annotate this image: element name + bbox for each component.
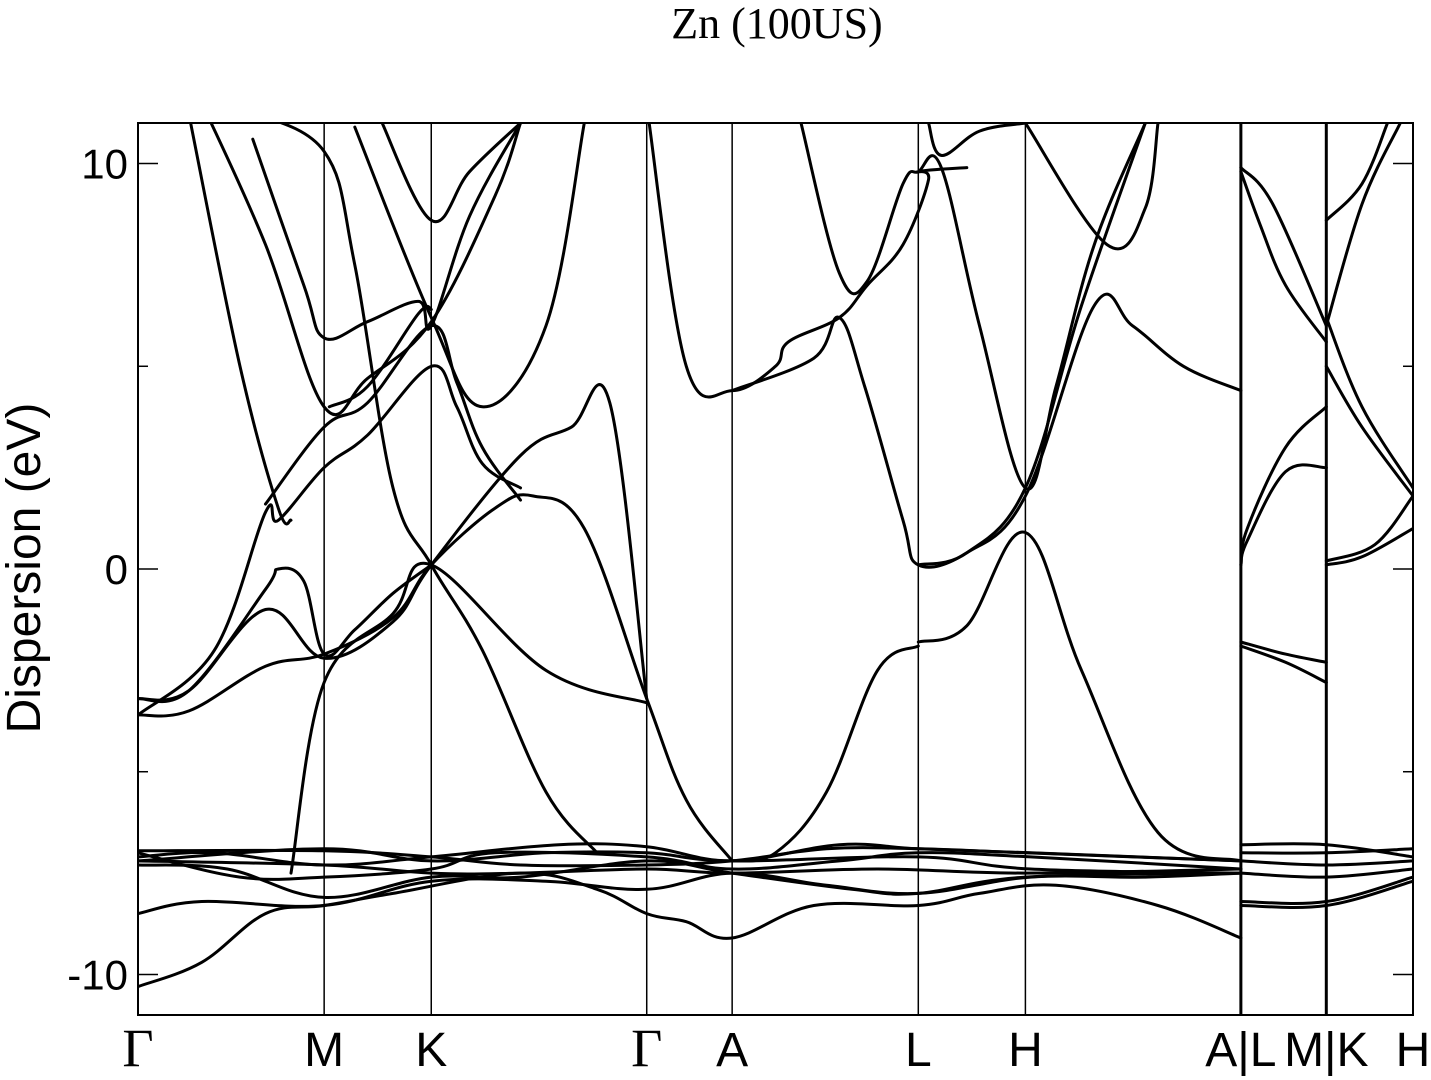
band-line-21 [647, 123, 969, 399]
y-axis-label: Dispersion (eV) [0, 403, 51, 734]
band-line-19 [189, 123, 293, 526]
kpoint-label: M|K [1284, 1024, 1368, 1077]
band-line-10 [138, 563, 433, 704]
band-line-44 [1239, 875, 1413, 905]
kpoint-label: Γ [122, 1018, 153, 1078]
kpoint-label: Γ [631, 1018, 662, 1078]
band-line-36 [1324, 494, 1413, 563]
band-line-35 [1324, 527, 1413, 567]
band-line-4 [138, 850, 1243, 881]
band-line-20 [353, 123, 586, 409]
band-line-45 [1239, 879, 1413, 909]
band-line-18 [380, 123, 522, 224]
band-line-7 [138, 859, 1243, 876]
band-line-43 [1239, 867, 1413, 879]
band-line-8 [138, 493, 734, 863]
band-line-25 [730, 644, 920, 863]
kpoint-label: H [1396, 1024, 1431, 1077]
band-line-14 [327, 304, 433, 409]
y-tick-label: 10 [81, 141, 128, 188]
plot-frame [137, 122, 1414, 1016]
kpoint-label: M [304, 1024, 344, 1077]
band-line-34 [1239, 644, 1328, 684]
band-line-30 [1239, 463, 1328, 567]
band-line-39 [1324, 123, 1389, 222]
band-line-31 [1239, 170, 1328, 344]
band-line-22 [730, 292, 1243, 569]
band-line-11 [289, 561, 649, 875]
band-line-17 [277, 123, 599, 855]
band-line-24 [916, 530, 1243, 863]
y-tick-label: -10 [67, 951, 128, 998]
band-line-33 [1239, 640, 1328, 664]
band-line-42 [1239, 859, 1413, 867]
band-line-0 [138, 871, 1243, 989]
band-line-23 [799, 123, 1147, 491]
band-line-38 [1324, 316, 1413, 490]
band-line-32 [1239, 166, 1328, 328]
band-line-40 [1324, 123, 1402, 328]
band-line-16 [209, 123, 522, 417]
band-line-3 [138, 847, 1243, 875]
band-line-15 [251, 123, 522, 341]
kpoint-label: L [905, 1024, 932, 1077]
chart-title: Zn (100US) [671, 0, 882, 48]
kpoint-label: H [1008, 1024, 1043, 1077]
band-line-37 [1324, 364, 1413, 498]
band-line-46 [1239, 842, 1413, 859]
band-line-29 [1239, 405, 1328, 567]
bands-group [138, 123, 1413, 989]
band-line-12 [138, 364, 522, 717]
kpoint-label: A|L [1205, 1024, 1276, 1077]
band-line-2 [138, 859, 1243, 899]
band-line-27 [1023, 123, 1160, 251]
plot-area: -10 0 10 Γ M K Γ A L H A|L M|K H [67, 122, 1431, 1078]
band-line-41 [1239, 847, 1413, 855]
kpoint-label: K [415, 1024, 447, 1077]
y-tick-label: 0 [105, 546, 128, 593]
band-line-28 [916, 123, 1147, 567]
kpoint-label: A [716, 1024, 748, 1077]
band-line-26 [927, 123, 1027, 157]
